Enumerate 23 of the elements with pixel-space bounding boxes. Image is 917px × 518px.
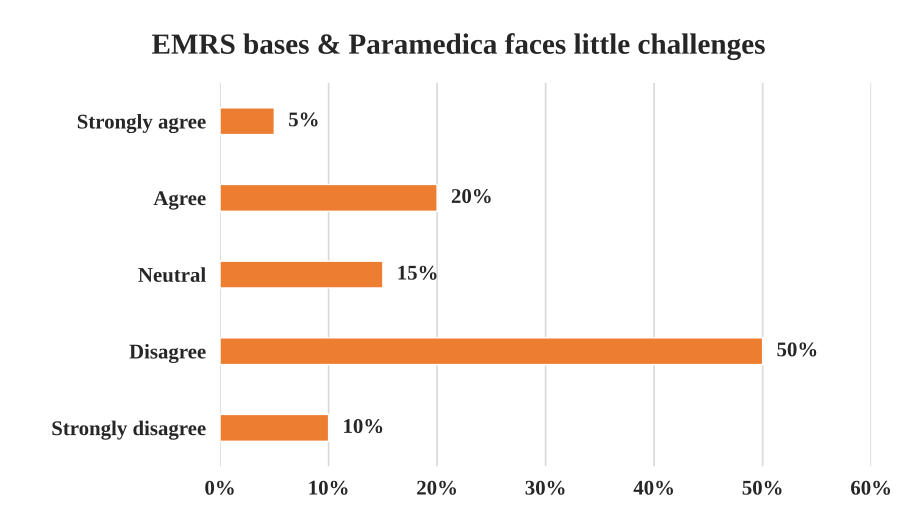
data-label: 10%: [344, 419, 382, 434]
y-tick-label: Strongly disagree: [52, 420, 206, 440]
x-tick-label: 60%: [851, 480, 890, 495]
bar: [220, 414, 330, 442]
x-tick-label: 40%: [634, 480, 674, 495]
data-label: 5%: [289, 112, 318, 126]
x-tick-label: 10%: [309, 480, 348, 495]
x-tick-label: 20%: [417, 480, 456, 495]
data-label: 20%: [452, 189, 491, 204]
y-tick-label: Disagree: [129, 344, 206, 364]
x-tick-label: 50%: [742, 480, 782, 495]
x-tick-label: 0%: [205, 480, 234, 495]
x-tick-label: 30%: [526, 480, 564, 495]
y-tick-label: Strongly agree: [78, 114, 206, 134]
bar: [220, 184, 438, 212]
data-label: 50%: [777, 342, 816, 356]
bar: [220, 260, 384, 289]
y-tick-label: Agree: [154, 191, 206, 210]
bar: [220, 107, 276, 136]
chart-title: EMRS bases & Paramedica faces little challenges: [152, 33, 765, 60]
bar: [220, 337, 764, 366]
data-label: 15%: [398, 266, 436, 280]
y-tick-label: Neutral: [138, 267, 206, 282]
